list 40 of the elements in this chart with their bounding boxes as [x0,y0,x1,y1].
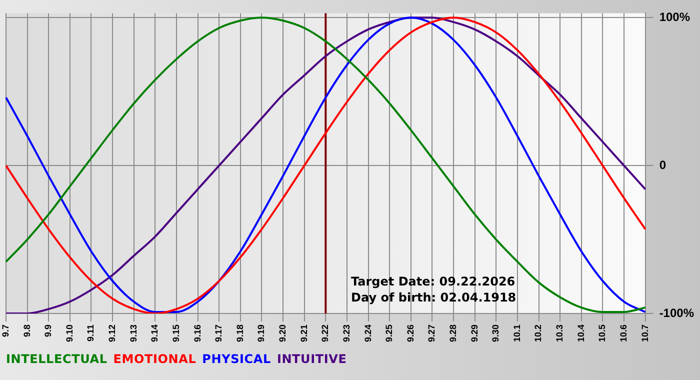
y-tick-label: 100% [659,10,690,24]
x-tick-label: 9.30 [490,324,501,342]
x-tick-label: 9.8 [22,324,32,337]
x-tick-label: 9.27 [426,324,437,342]
text: INTELLECTUAL [6,352,108,366]
x-tick-label: 9.21 [298,324,309,342]
y-tick-label: 0 [659,158,666,172]
x-tick-label: 9.18 [234,324,245,342]
x-tick-label: 9.22 [320,324,330,342]
y-tick-label: -100% [659,306,694,320]
x-tick-label: 9.20 [278,324,288,342]
text: EMOTIONAL [113,352,196,366]
text: PHYSICAL [202,352,271,366]
x-tick-label: 10.4 [576,324,586,342]
x-tick-label: 10.5 [597,324,608,342]
x-tick-label: 9.9 [43,324,54,337]
x-tick-label: 10.2 [533,324,544,342]
x-tick-label: 10.1 [512,324,522,342]
x-tick-label: 9.14 [150,324,160,342]
x-tick-label: 9.10 [64,324,74,342]
x-tick-label: 9.12 [107,324,118,342]
x-tick-label: 9.29 [469,324,480,342]
x-tick-label: 9.11 [86,324,96,342]
x-tick-label: 9.24 [362,324,373,342]
x-tick-label: 9.26 [405,324,416,342]
x-tick-label: 9.17 [214,324,224,342]
x-tick-label: 9.16 [192,324,202,342]
x-tick-label: 9.15 [170,324,181,342]
x-tick-label: 9.25 [384,324,394,342]
x-tick-label: 10.6 [618,324,628,342]
x-tick-label: 9.23 [341,324,352,342]
x-tick-label: 10.7 [640,324,650,342]
text: INTUITIVE [276,352,347,366]
x-tick-label: 9.13 [128,324,138,342]
x-tick-label: 10.3 [554,324,565,342]
annotation: Target Date: 09.22.2026 [351,274,516,288]
x-tick-label: 9.28 [448,324,458,342]
x-tick-label: 9.7 [0,324,10,337]
annotation: Day of birth: 02.04.1918 [351,290,516,304]
x-tick-label: 9.19 [256,324,266,342]
